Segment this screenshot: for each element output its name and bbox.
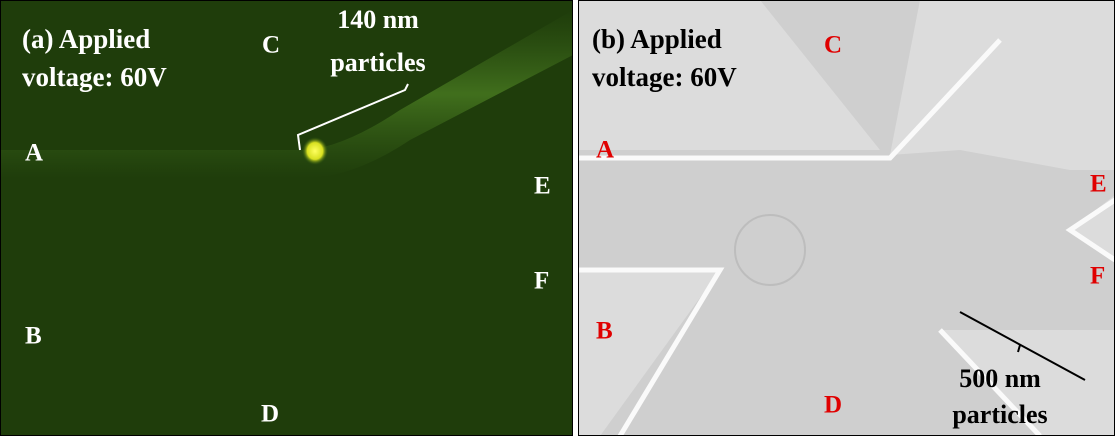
- port-label: C: [824, 32, 842, 59]
- annotation: 500 nm: [959, 364, 1041, 393]
- port-label: B: [596, 318, 613, 345]
- port-label: F: [534, 268, 549, 295]
- port-label: B: [25, 323, 42, 350]
- caption: (a) Applied: [22, 24, 150, 54]
- figure: (a) Applied voltage: 60V A B C D E F 140 nm parti…: [0, 0, 1115, 436]
- port-label: A: [596, 137, 614, 164]
- port-label: F: [1090, 263, 1105, 290]
- annotation: 140 nm: [337, 5, 419, 34]
- caption: (b) Applied: [592, 24, 722, 54]
- caption: voltage: 60V: [592, 62, 737, 92]
- annotation: particles: [330, 48, 425, 77]
- channel-wall: [890, 0, 1115, 170]
- port-label: E: [1090, 171, 1107, 198]
- port-label: C: [262, 32, 280, 59]
- port-label: A: [25, 140, 43, 167]
- port-label: E: [534, 173, 551, 200]
- port-label: D: [261, 401, 279, 428]
- caption: voltage: 60V: [22, 62, 167, 92]
- annotation: particles: [952, 400, 1047, 429]
- particle-cluster: [302, 137, 328, 165]
- port-label: D: [824, 392, 842, 419]
